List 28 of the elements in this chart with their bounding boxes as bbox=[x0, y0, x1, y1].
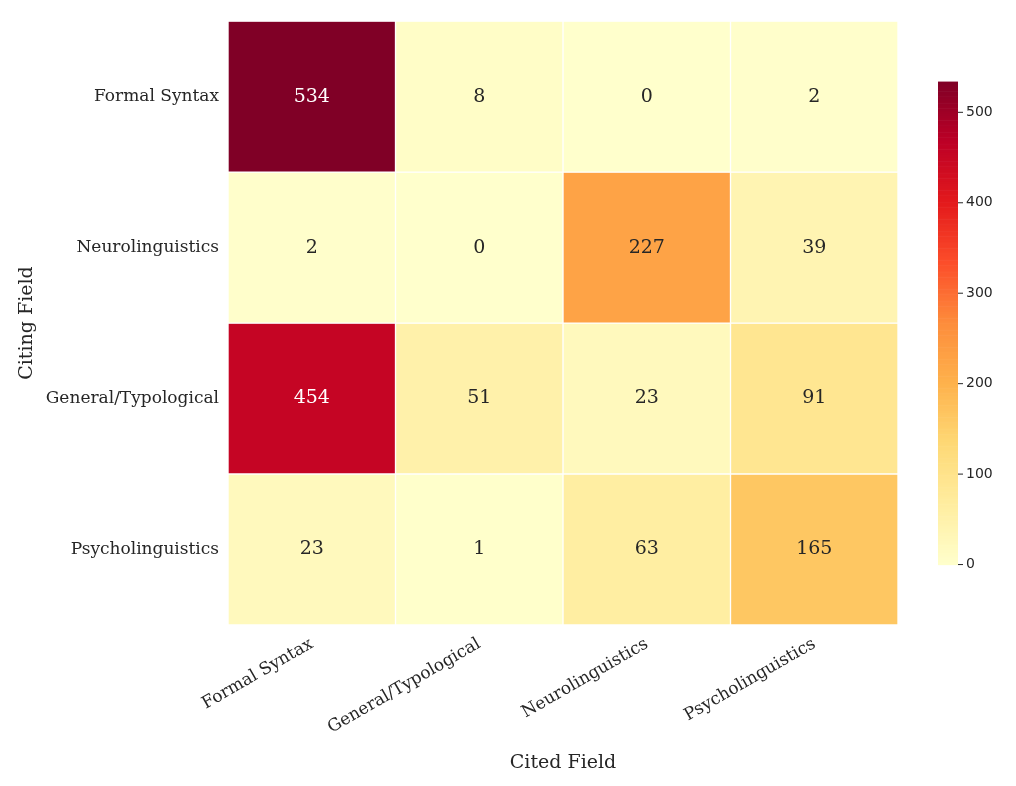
data-label: 454 bbox=[293, 385, 330, 408]
data-label: 39 bbox=[802, 234, 827, 257]
y-tick-label: Psycholinguistics bbox=[70, 537, 220, 558]
color-bar-label: 200 bbox=[966, 374, 993, 391]
data-label: 534 bbox=[293, 83, 330, 106]
data-label: 23 bbox=[634, 385, 659, 408]
y-tick-label: Neurolinguistics bbox=[76, 236, 220, 257]
color-bar-label: 300 bbox=[966, 283, 993, 300]
data-label: 227 bbox=[628, 234, 665, 257]
color-bar-label: 400 bbox=[966, 193, 993, 210]
data-label: 2 bbox=[808, 83, 821, 106]
data-label: 2 bbox=[305, 234, 318, 257]
x-axis-title: Cited Field bbox=[509, 749, 617, 772]
data-label: 0 bbox=[640, 83, 653, 106]
data-label: 51 bbox=[467, 385, 492, 408]
data-label: 165 bbox=[796, 536, 833, 559]
data-label: 0 bbox=[473, 234, 486, 257]
color-bar-label: 500 bbox=[966, 102, 993, 119]
data-label: 1 bbox=[473, 536, 486, 559]
data-label: 23 bbox=[299, 536, 324, 559]
color-bar-label: 100 bbox=[966, 464, 993, 481]
y-tick-label: General/Typological bbox=[45, 386, 220, 407]
data-label: 91 bbox=[802, 385, 827, 408]
y-tick-label: Formal Syntax bbox=[93, 85, 220, 106]
data-label: 63 bbox=[634, 536, 659, 559]
data-label: 8 bbox=[473, 83, 486, 106]
color-bar-label: 0 bbox=[966, 555, 975, 572]
y-axis-title: Citing Field bbox=[14, 266, 37, 380]
